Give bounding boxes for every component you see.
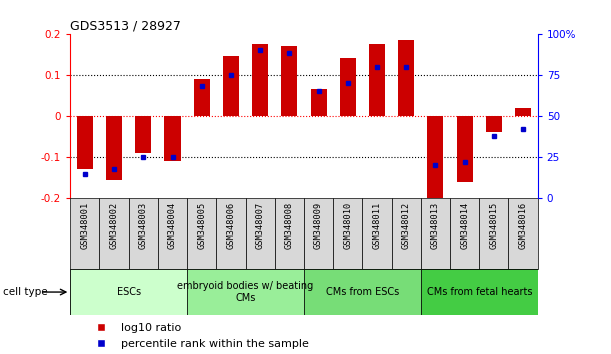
Bar bbox=[479, 198, 508, 269]
Bar bbox=[486, 116, 502, 132]
Bar bbox=[275, 198, 304, 269]
Bar bbox=[310, 89, 327, 116]
Text: GSM348006: GSM348006 bbox=[227, 202, 235, 249]
Bar bbox=[106, 116, 122, 180]
Bar bbox=[164, 116, 180, 161]
Text: GSM348007: GSM348007 bbox=[255, 202, 265, 249]
Text: embryoid bodies w/ beating
CMs: embryoid bodies w/ beating CMs bbox=[177, 281, 313, 303]
Bar bbox=[187, 198, 216, 269]
Bar bbox=[362, 198, 392, 269]
Bar bbox=[252, 44, 268, 116]
Text: cell type: cell type bbox=[3, 287, 48, 297]
Text: ESCs: ESCs bbox=[117, 287, 141, 297]
Bar bbox=[304, 198, 333, 269]
Bar bbox=[515, 108, 531, 116]
Text: GSM348012: GSM348012 bbox=[401, 202, 411, 249]
Text: GSM348008: GSM348008 bbox=[285, 202, 294, 249]
Bar bbox=[129, 198, 158, 269]
Text: GSM348004: GSM348004 bbox=[168, 202, 177, 249]
Text: GSM348014: GSM348014 bbox=[460, 202, 469, 249]
Bar bbox=[223, 56, 239, 116]
Bar bbox=[333, 198, 362, 269]
Text: GSM348009: GSM348009 bbox=[314, 202, 323, 249]
Text: GSM348001: GSM348001 bbox=[81, 202, 89, 249]
Bar bbox=[158, 198, 187, 269]
Bar bbox=[135, 116, 152, 153]
Text: GSM348005: GSM348005 bbox=[197, 202, 207, 249]
Text: CMs from fetal hearts: CMs from fetal hearts bbox=[426, 287, 532, 297]
Bar bbox=[369, 44, 385, 116]
Bar bbox=[392, 198, 421, 269]
Text: GSM348011: GSM348011 bbox=[373, 202, 381, 249]
Bar bbox=[100, 198, 129, 269]
Bar bbox=[70, 198, 100, 269]
Bar bbox=[216, 198, 246, 269]
Bar bbox=[281, 46, 298, 116]
Bar bbox=[508, 198, 538, 269]
Bar bbox=[187, 269, 304, 315]
Bar bbox=[428, 116, 444, 198]
Bar bbox=[398, 40, 414, 116]
Text: GSM348010: GSM348010 bbox=[343, 202, 353, 249]
Text: CMs from ESCs: CMs from ESCs bbox=[326, 287, 399, 297]
Bar bbox=[246, 198, 275, 269]
Text: GDS3513 / 28927: GDS3513 / 28927 bbox=[70, 19, 181, 33]
Bar bbox=[450, 198, 479, 269]
Bar bbox=[456, 116, 473, 182]
Legend: log10 ratio, percentile rank within the sample: log10 ratio, percentile rank within the … bbox=[85, 319, 313, 353]
Bar bbox=[304, 269, 421, 315]
Bar bbox=[70, 269, 187, 315]
Bar bbox=[421, 198, 450, 269]
Text: GSM348016: GSM348016 bbox=[519, 202, 527, 249]
Text: GSM348015: GSM348015 bbox=[489, 202, 499, 249]
Bar bbox=[77, 116, 93, 170]
Text: GSM348013: GSM348013 bbox=[431, 202, 440, 249]
Bar bbox=[421, 269, 538, 315]
Bar bbox=[340, 58, 356, 116]
Text: GSM348003: GSM348003 bbox=[139, 202, 148, 249]
Text: GSM348002: GSM348002 bbox=[109, 202, 119, 249]
Bar bbox=[194, 79, 210, 116]
